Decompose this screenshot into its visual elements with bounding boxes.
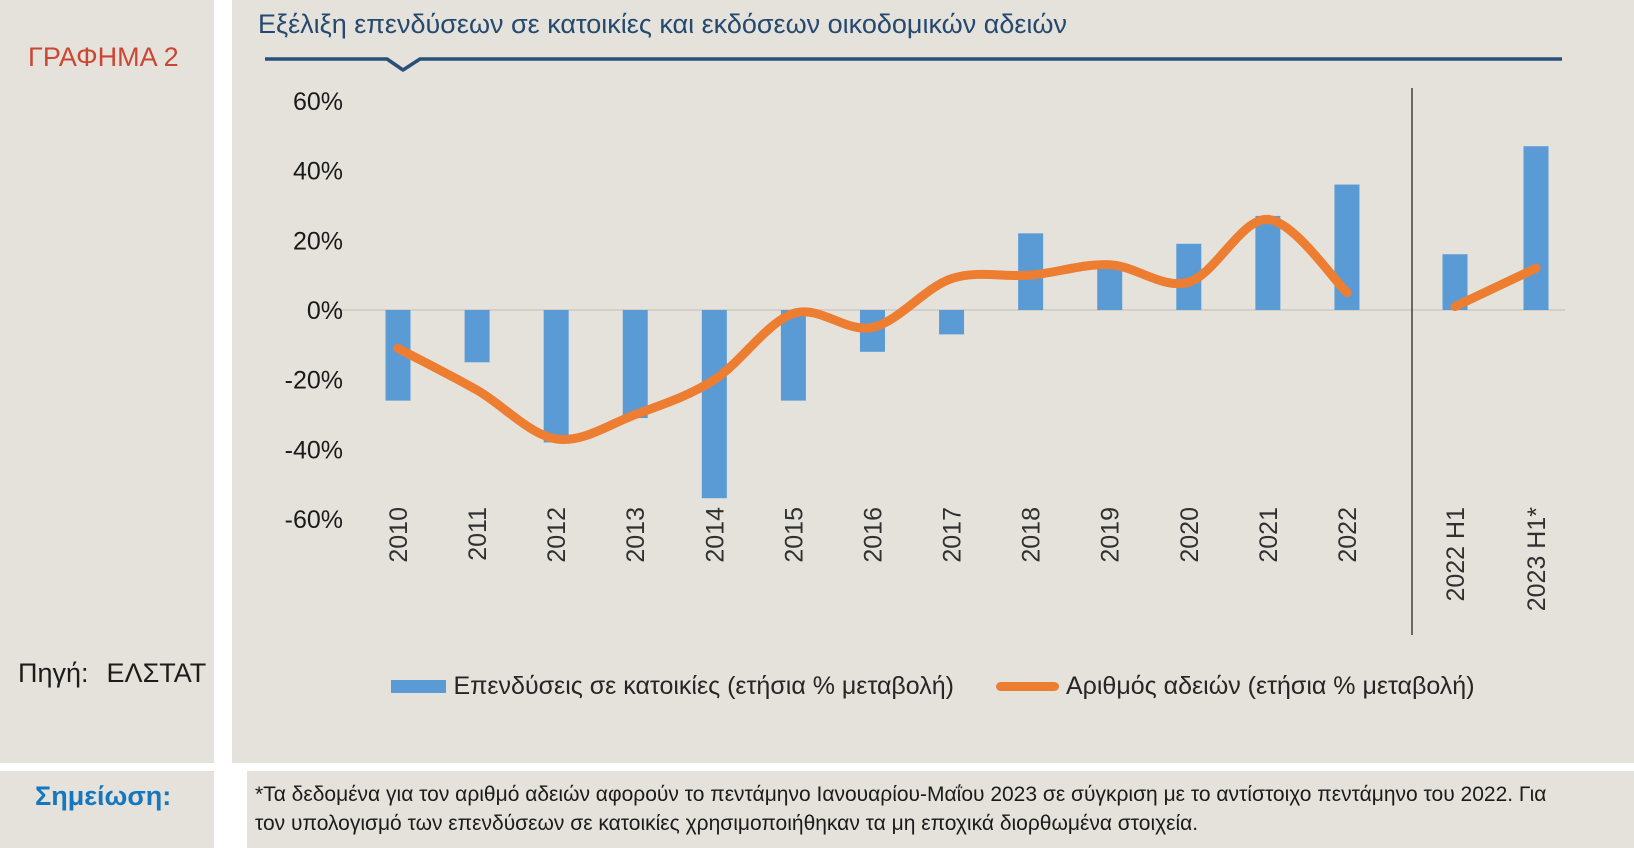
bar-2017: [939, 310, 965, 335]
y-tick--20: -20%: [285, 367, 343, 395]
chart-panel: Εξέλιξη επενδύσεων σε κατοικίες και εκδό…: [232, 0, 1634, 763]
x-label-2015: 2015: [780, 507, 808, 563]
bar-2019: [1097, 264, 1123, 310]
y-tick--40: -40%: [285, 436, 343, 464]
x-label-2019: 2019: [1097, 507, 1125, 563]
y-tick--60: -60%: [285, 506, 343, 534]
chart-legend: Επενδύσεις σε κατοικίες (ετήσια % μεταβο…: [232, 672, 1634, 701]
y-tick-60: 60%: [293, 88, 343, 116]
permits-line-h1: [1450, 263, 1541, 312]
chart-title: Εξέλιξη επενδύσεων σε κατοικίες και εκδό…: [258, 9, 1067, 39]
figure-label: ΓΡΑΦΗΜΑ 2: [28, 42, 179, 72]
x-label-2016: 2016: [859, 507, 887, 563]
bar-2015: [780, 310, 806, 401]
y-tick-20: 20%: [293, 227, 343, 255]
x-label-2017: 2017: [939, 507, 967, 563]
source-label: Πηγή:: [18, 658, 89, 688]
x-label-2018: 2018: [1018, 507, 1046, 563]
left-sidebar: ΓΡΑΦΗΜΑ 2 Πηγή: ΕΛΣΤΑΤ: [0, 0, 214, 763]
x-label-2014: 2014: [701, 507, 729, 563]
chart-svg: 60% 40% 20% 0% -20% -40% -60% 2010 2011 2012 2013 2…: [265, 57, 1565, 635]
note-text: *Τα δεδομένα για τον αριθμό αδειών αφορο…: [255, 783, 1547, 835]
bar-2011: [464, 310, 490, 363]
legend-item-line: Αριθμός αδειών (ετήσια % μεταβολή): [995, 672, 1475, 701]
x-label-2022 H1: 2022 H1: [1442, 507, 1470, 602]
bar-2013: [622, 310, 648, 419]
x-label-2010: 2010: [385, 507, 413, 563]
y-tick-0: 0%: [307, 297, 343, 325]
legend-line-label: Αριθμός αδειών (ετήσια % μεταβολή): [1065, 672, 1475, 700]
legend-line-swatch: [995, 682, 1059, 691]
note-panel: *Τα δεδομένα για τον αριθμό αδειών αφορο…: [247, 771, 1634, 848]
note-label: Σημείωση:: [35, 781, 172, 811]
x-label-2011: 2011: [464, 507, 492, 561]
x-label-2022: 2022: [1334, 507, 1362, 563]
x-label-2023 H1*: 2023 H1*: [1523, 507, 1551, 612]
title-underline: [265, 57, 1562, 72]
legend-bar-label: Επενδύσεις σε κατοικίες (ετήσια % μεταβο…: [453, 672, 954, 700]
bar-2014: [701, 310, 727, 499]
legend-item-bars: Επενδύσεις σε κατοικίες (ετήσια % μεταβο…: [391, 672, 954, 701]
note-label-panel: Σημείωση:: [0, 771, 214, 848]
x-label-2012: 2012: [543, 507, 571, 563]
y-tick-40: 40%: [293, 158, 343, 186]
source-line: Πηγή: ΕΛΣΤΑΤ: [18, 658, 206, 689]
bar-2012: [543, 310, 569, 443]
source-value: ΕΛΣΤΑΤ: [106, 658, 207, 688]
permits-line-annual: [393, 214, 1352, 445]
bar-2023 H1*: [1523, 146, 1549, 310]
x-label-2013: 2013: [622, 507, 650, 563]
bar-2021: [1255, 215, 1281, 310]
legend-bar-swatch: [391, 680, 447, 693]
x-label-2021: 2021: [1255, 507, 1283, 563]
x-label-2020: 2020: [1176, 507, 1204, 563]
